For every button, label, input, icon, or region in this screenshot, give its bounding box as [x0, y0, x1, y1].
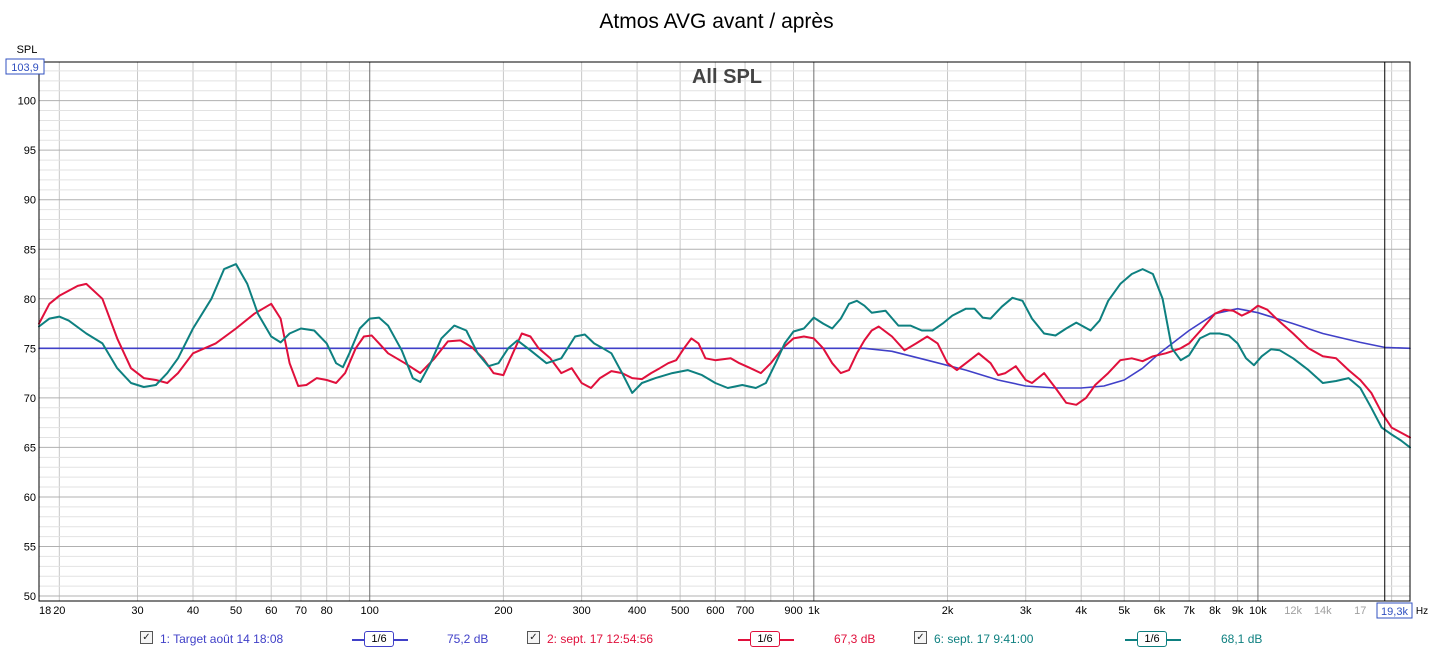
x-tick-label: 50	[230, 605, 242, 617]
smoothing-button-sept17-94100[interactable]: 1/6	[1137, 631, 1167, 647]
y-tick-label: 80	[24, 294, 36, 306]
y-tick-label: 90	[24, 195, 36, 207]
y-tick-label: 95	[24, 145, 36, 157]
x-right-readout-box[interactable]	[1376, 602, 1413, 619]
plot-frame	[38, 61, 1411, 602]
x-tick-label: 70	[295, 605, 307, 617]
legend-label-sept17-94100: 6: sept. 17 9:41:00	[934, 632, 1034, 646]
x-tick-label-faded: 12k	[1284, 605, 1302, 617]
plot-area	[39, 62, 1410, 601]
x-tick-label: 10k	[1249, 605, 1267, 617]
x-tick-label: 60	[265, 605, 277, 617]
y-top-readout: 103,9	[11, 62, 39, 74]
y-tick-label: 65	[24, 442, 36, 454]
x-right-readout: 19,3k	[1381, 606, 1408, 618]
y-tick-label: 75	[24, 343, 36, 355]
x-tick-label: 5k	[1118, 605, 1130, 617]
x-tick-label-faded: 14k	[1314, 605, 1332, 617]
legend-checkbox-target[interactable]: ✓	[140, 631, 153, 644]
y-tick-label: 50	[24, 591, 36, 603]
series-line-1	[38, 307, 1411, 389]
series-line-3	[38, 263, 1411, 449]
chart-title: Atmos AVG avant / après	[599, 10, 834, 33]
x-axis-unit: Hz	[1416, 606, 1428, 617]
x-tick-label: 400	[628, 605, 646, 617]
x-tick-label: 20	[53, 605, 65, 617]
legend-checkbox-sept17-125456[interactable]: ✓	[527, 631, 540, 644]
x-tick-label: 1k	[808, 605, 820, 617]
x-tick-label: 700	[736, 605, 754, 617]
x-tick-label: 2k	[942, 605, 954, 617]
smoothing-button-sept17-125456[interactable]: 1/6	[750, 631, 780, 647]
major-grid	[369, 62, 1259, 601]
x-tick-label: 100	[361, 605, 379, 617]
minor-grid	[39, 62, 1410, 601]
y-top-readout-box[interactable]	[5, 58, 45, 75]
x-tick-label: 7k	[1183, 605, 1195, 617]
series-line-2	[38, 282, 1411, 439]
x-tick-label: 8k	[1209, 605, 1221, 617]
x-tick-label: 9k	[1232, 605, 1244, 617]
smoothing-button-target[interactable]: 1/6	[364, 631, 394, 647]
y-tick-label: 70	[24, 393, 36, 405]
y-tick-label: 55	[24, 542, 36, 554]
x-tick-label: 80	[321, 605, 333, 617]
x-tick-label: 3k	[1020, 605, 1032, 617]
legend-value-sept17-125456: 67,3 dB	[834, 632, 876, 646]
x-tick-label: 500	[671, 605, 689, 617]
y-axis-label: SPL	[17, 44, 38, 56]
x-tick-label: 4k	[1075, 605, 1087, 617]
y-tick-label: 100	[18, 96, 36, 108]
legend-value-target: 75,2 dB	[447, 632, 489, 646]
series-layer	[38, 263, 1411, 449]
legend-value-sept17-94100: 68,1 dB	[1221, 632, 1263, 646]
x-tick-label: 40	[187, 605, 199, 617]
legend-checkbox-sept17-94100[interactable]: ✓	[914, 631, 927, 644]
y-axis-ticks: 50 55 60 65 70 75 80 85 90 95 100	[18, 96, 36, 603]
x-tick-label: 30	[131, 605, 143, 617]
x-tick-label: 200	[494, 605, 512, 617]
plot-label: All SPL	[692, 66, 762, 88]
x-tick-label: 6k	[1154, 605, 1166, 617]
legend-label-sept17-125456: 2: sept. 17 12:54:56	[547, 632, 654, 646]
x-tick-label: 18	[39, 605, 51, 617]
x-tick-label-faded: 17	[1354, 605, 1366, 617]
y-tick-label: 85	[24, 244, 36, 256]
x-tick-label: 900	[784, 605, 802, 617]
x-tick-label: 600	[706, 605, 724, 617]
legend-label-target: 1: Target août 14 18:08	[160, 632, 284, 646]
x-tick-label: 300	[572, 605, 590, 617]
x-axis-ticks: 18 20 30 40 50 60 70 80 100 200 300 400 500 600 700 900…	[39, 605, 1366, 617]
y-tick-label: 60	[24, 492, 36, 504]
